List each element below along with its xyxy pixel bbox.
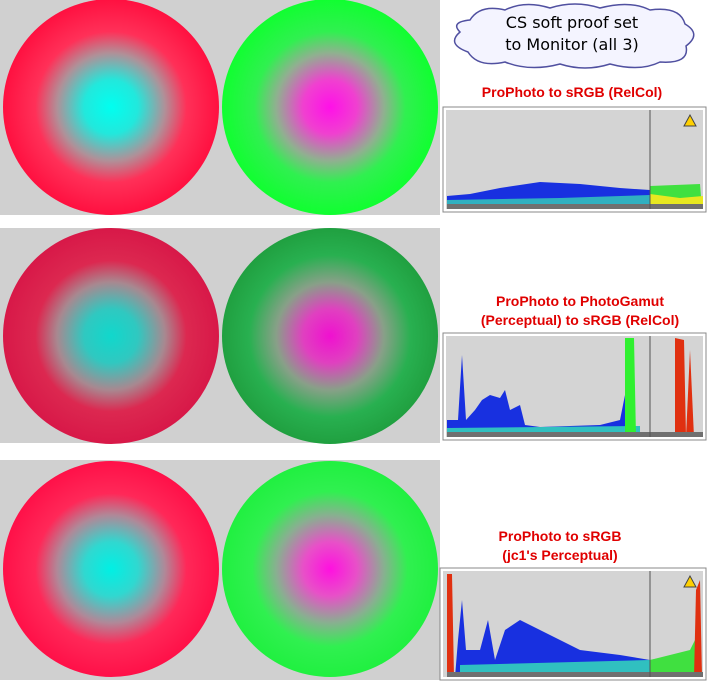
panel-label: ProPhoto to PhotoGamut — [496, 293, 664, 309]
panel-label: ProPhoto to sRGB — [499, 528, 622, 544]
histogram — [442, 332, 707, 441]
panel-label: (jc1's Perceptual) — [502, 547, 617, 563]
panel-label: (Perceptual) to sRGB (RelCol) — [481, 312, 679, 328]
callout-line: CS soft proof set — [506, 13, 638, 32]
histogram — [439, 567, 707, 681]
swatch-green — [222, 461, 438, 677]
callout-line: to Monitor (all 3) — [505, 35, 639, 54]
swatch-red — [3, 228, 219, 444]
callout-cloud — [453, 3, 695, 69]
panel-label: ProPhoto to sRGB (RelCol) — [482, 84, 662, 100]
swatch-green — [222, 0, 438, 215]
swatch-red — [3, 0, 219, 215]
swatch-red — [3, 461, 219, 677]
histogram — [442, 106, 707, 213]
swatch-green — [222, 228, 438, 444]
